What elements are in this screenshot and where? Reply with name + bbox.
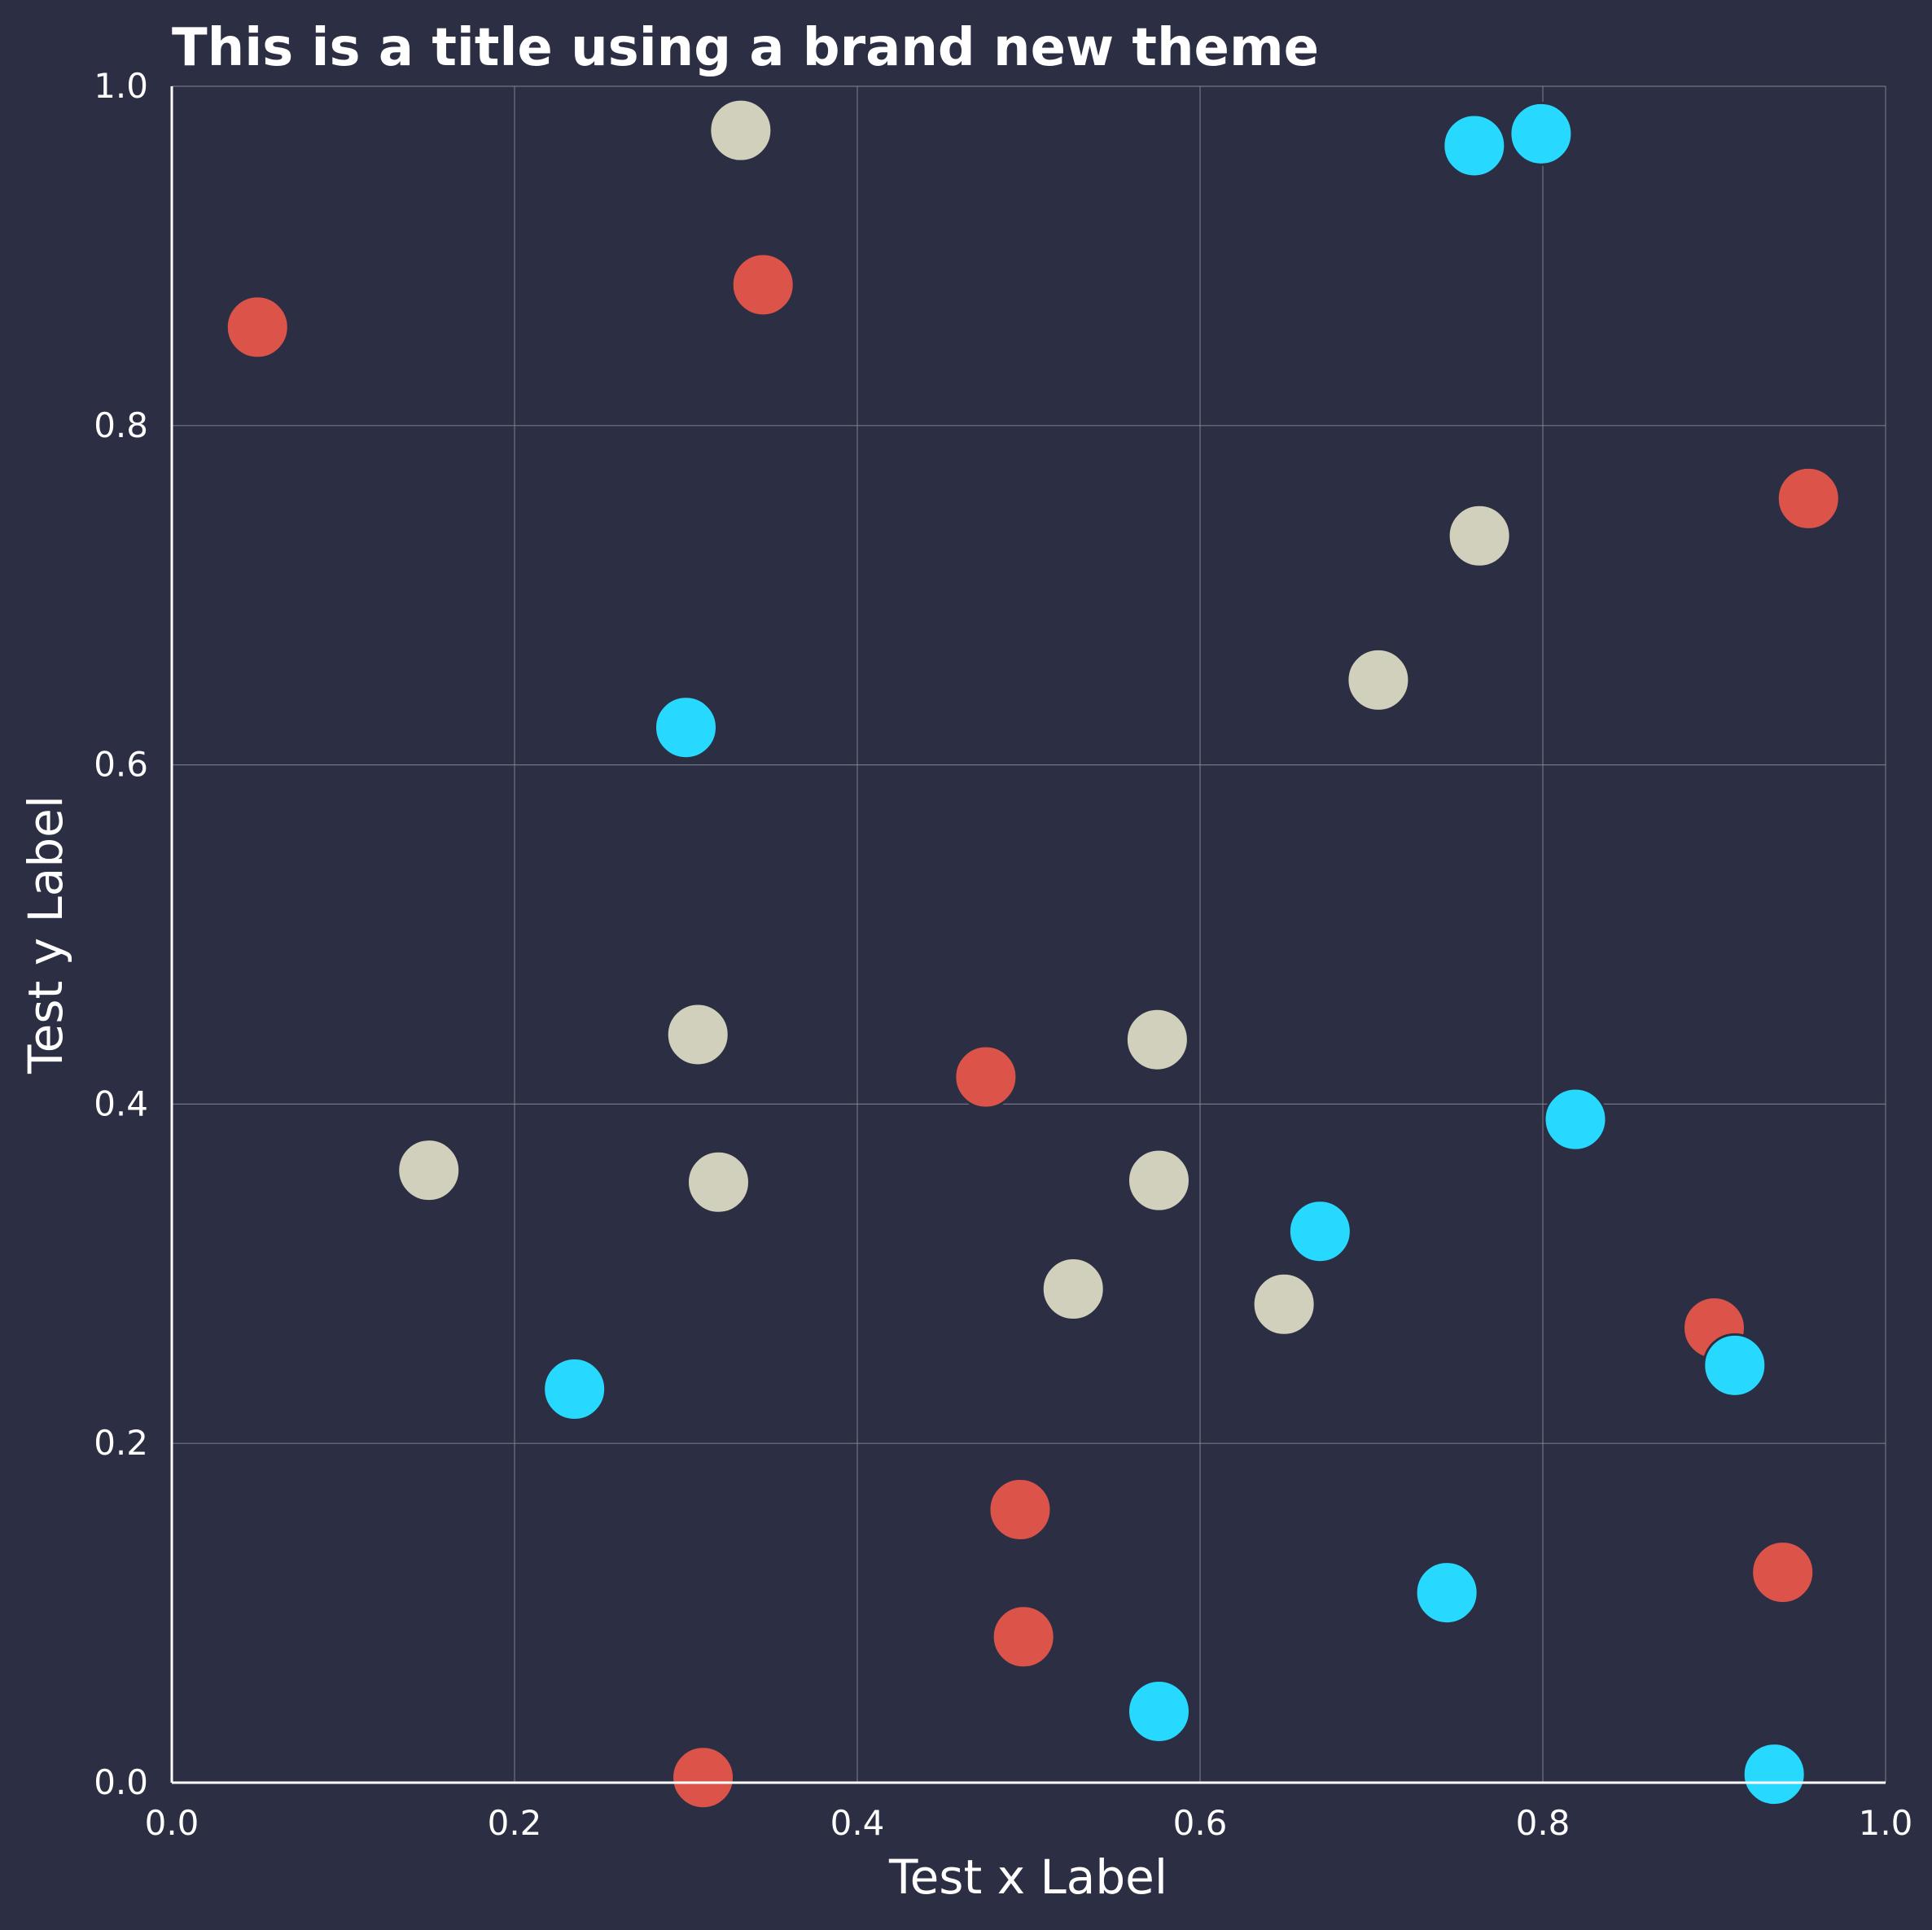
data-points xyxy=(225,98,1841,1810)
chart-title: This is a title using a brand new theme xyxy=(172,18,1319,78)
scatter-point xyxy=(1776,466,1841,531)
x-axis-ticks: 0.0 0.2 0.4 0.6 0.8 1.0 xyxy=(145,1803,1913,1843)
scatter-point xyxy=(654,695,718,760)
scatter-point xyxy=(1124,1007,1189,1072)
scatter-point xyxy=(730,252,795,317)
x-tick-label: 0.0 xyxy=(145,1803,199,1843)
scatter-point xyxy=(396,1138,462,1203)
scatter-point xyxy=(1287,1199,1352,1264)
scatter-point xyxy=(542,1357,607,1422)
scatter-point xyxy=(1750,1540,1816,1605)
scatter-point xyxy=(671,1745,736,1810)
scatter-point xyxy=(1741,1742,1807,1807)
scatter-point xyxy=(225,295,290,360)
scatter-point xyxy=(1251,1271,1316,1337)
y-axis-label: Test y Label xyxy=(18,795,73,1074)
x-tick-label: 0.2 xyxy=(488,1803,542,1843)
scatter-point xyxy=(1509,101,1574,166)
x-tick-label: 0.4 xyxy=(830,1803,885,1843)
scatter-point xyxy=(953,1044,1019,1109)
y-tick-label: 0.6 xyxy=(94,745,148,785)
y-tick-label: 0.4 xyxy=(94,1083,148,1123)
scatter-point xyxy=(1702,1333,1768,1398)
y-tick-label: 0.2 xyxy=(94,1423,148,1463)
scatter-point xyxy=(1442,113,1507,178)
y-tick-label: 0.8 xyxy=(94,405,148,445)
scatter-point xyxy=(686,1149,751,1214)
scatter-point xyxy=(1543,1087,1608,1152)
x-tick-label: 0.8 xyxy=(1516,1803,1571,1843)
y-tick-label: 1.0 xyxy=(94,66,148,106)
scatter-point xyxy=(1346,647,1411,712)
y-axis-ticks: 0.0 0.2 0.4 0.6 0.8 1.0 xyxy=(94,66,148,1802)
x-tick-label: 0.6 xyxy=(1173,1803,1228,1843)
scatter-point xyxy=(1126,1678,1191,1744)
scatter-point xyxy=(991,1604,1056,1670)
x-axis-label: Test x Label xyxy=(888,1849,1168,1905)
x-tick-label: 1.0 xyxy=(1859,1803,1913,1843)
scatter-point xyxy=(665,1002,730,1067)
scatter-point xyxy=(1126,1148,1191,1213)
scatter-point xyxy=(708,98,773,163)
grid xyxy=(171,85,1886,1783)
y-tick-label: 0.0 xyxy=(94,1762,148,1802)
scatter-point xyxy=(988,1477,1053,1542)
scatter-point xyxy=(1040,1257,1106,1322)
scatter-point xyxy=(1414,1560,1479,1626)
scatter-point xyxy=(1447,503,1512,568)
